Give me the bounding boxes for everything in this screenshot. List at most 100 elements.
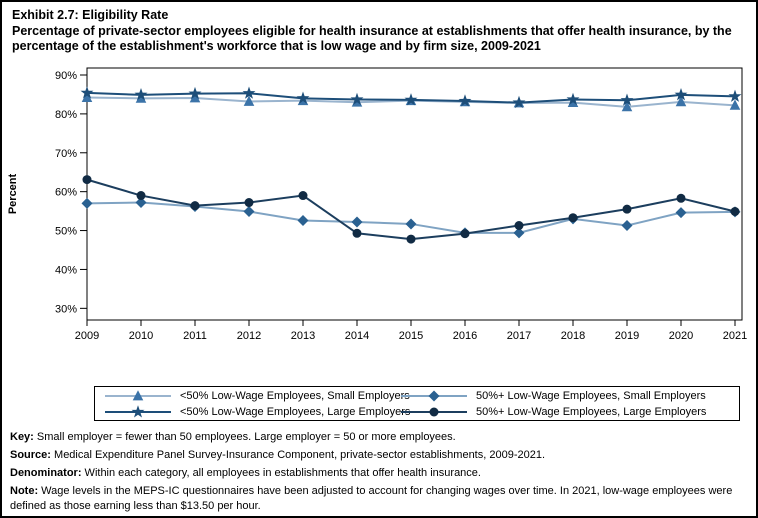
x-tick-label: 2020: [669, 330, 693, 342]
legend-item-ge50-large: 50%+ Low-Wage Employees, Large Employers: [399, 404, 739, 419]
triangle-data-marker: [729, 99, 741, 110]
note-source-label: Source:: [10, 449, 51, 461]
diamond-data-marker: [621, 220, 633, 231]
circle-data-marker: [676, 193, 686, 203]
triangle-marker-icon: [105, 389, 171, 400]
x-tick-label: 2009: [75, 330, 99, 342]
diamond-data-marker: [405, 218, 417, 230]
star-data-marker: [134, 88, 148, 101]
x-tick-label: 2016: [453, 330, 477, 342]
diamond-data-marker: [351, 216, 363, 228]
diamond-data-marker: [243, 206, 255, 217]
x-tick-label: 2017: [507, 330, 531, 342]
circle-data-marker: [429, 407, 439, 416]
diamond-data-marker: [297, 214, 309, 226]
x-tick-label: 2014: [345, 330, 369, 342]
circle-data-marker: [352, 228, 362, 238]
circle-data-marker: [730, 207, 740, 216]
note-denominator-text: Within each category, all employees in e…: [81, 467, 481, 479]
exhibit-subtitle: Percentage of private-sector employees e…: [12, 23, 732, 54]
x-tick-label: 2018: [561, 330, 585, 342]
x-tick-label: 2021: [723, 330, 747, 342]
legend-label: 50%+ Low-Wage Employees, Small Employers: [476, 389, 706, 402]
star-data-marker: [458, 94, 472, 107]
circle-data-marker: [190, 201, 200, 211]
star-data-marker: [620, 93, 634, 106]
y-tick-label: 60%: [55, 187, 77, 199]
triangle-data-marker: [243, 95, 255, 106]
circle-data-marker: [136, 191, 146, 201]
note-key: Key: Small employer = fewer than 50 empl…: [10, 430, 754, 445]
note-denominator: Denominator: Within each category, all e…: [10, 466, 754, 481]
star-data-marker: [242, 86, 256, 99]
circle-data-marker: [82, 175, 92, 185]
star-data-marker: [728, 89, 742, 102]
triangle-data-marker: [135, 92, 147, 103]
star-data-marker: [350, 92, 364, 105]
legend-item-lt50-large: <50% Low-Wage Employees, Large Employers: [103, 404, 410, 419]
x-tick-label: 2019: [615, 330, 639, 342]
exhibit-title: Exhibit 2.7: Eligibility Rate: [12, 8, 169, 22]
diamond-data-marker: [81, 197, 93, 209]
note-note: Note: Wage levels in the MEPS-IC questio…: [10, 484, 754, 514]
y-axis-title: Percent: [7, 173, 19, 214]
circle-data-marker: [244, 198, 254, 208]
y-tick-label: 40%: [55, 264, 77, 276]
legend-label: <50% Low-Wage Employees, Large Employers: [180, 405, 411, 418]
circle-data-marker: [460, 229, 470, 239]
note-key-label: Key:: [10, 431, 34, 443]
note-note-text: Wage levels in the MEPS-IC questionnaire…: [10, 485, 733, 512]
star-data-marker: [131, 404, 145, 417]
x-tick-label: 2013: [291, 330, 315, 342]
star-data-marker: [674, 88, 688, 101]
diamond-data-marker: [135, 197, 147, 209]
y-tick-label: 90%: [55, 70, 77, 82]
legend-label: <50% Low-Wage Employees, Small Employers: [180, 389, 410, 402]
chart-legend: <50% Low-Wage Employees, Small Employers…: [94, 386, 740, 421]
title-block: Exhibit 2.7: Eligibility Rate Percentage…: [12, 8, 754, 55]
diamond-data-marker: [513, 227, 525, 239]
triangle-data-marker: [189, 92, 201, 103]
circle-data-marker: [622, 204, 632, 214]
circle-data-marker: [568, 213, 578, 223]
series-line-circle: [86, 178, 736, 241]
note-note-label: Note:: [10, 485, 39, 497]
line-chart-canvas: 30% 40% 50% 60% 70% 80% 90% 2009 2010 2011 2012 201…: [7, 67, 747, 342]
plot-frame: [86, 67, 743, 321]
y-tick-label: 70%: [55, 148, 77, 160]
note-denominator-label: Denominator:: [10, 467, 82, 479]
star-data-marker: [80, 86, 94, 99]
circle-data-marker: [406, 234, 416, 244]
legend-item-lt50-small: <50% Low-Wage Employees, Small Employers: [103, 388, 410, 403]
y-tick-label: 50%: [55, 226, 77, 238]
triangle-data-marker: [132, 389, 144, 400]
x-tick-label: 2011: [183, 330, 207, 342]
legend-label: 50%+ Low-Wage Employees, Large Employers: [476, 405, 707, 418]
star-data-marker: [404, 93, 418, 106]
x-tick-label: 2010: [129, 330, 153, 342]
star-data-marker: [188, 86, 202, 100]
diamond-data-marker: [675, 207, 687, 219]
legend-item-ge50-small: 50%+ Low-Wage Employees, Small Employers: [399, 388, 739, 403]
circle-data-marker: [514, 221, 524, 230]
circle-marker-icon: [401, 407, 467, 416]
circle-data-marker: [298, 191, 308, 201]
triangle-data-marker: [675, 96, 687, 107]
diamond-data-marker: [428, 390, 440, 401]
note-source: Source: Medical Expenditure Panel Survey…: [10, 448, 754, 463]
note-source-text: Medical Expenditure Panel Survey-Insuran…: [50, 449, 546, 461]
x-tick-label: 2012: [237, 330, 261, 342]
diamond-marker-icon: [401, 390, 467, 401]
y-tick-label: 30%: [55, 303, 77, 315]
x-tick-label: 2015: [399, 330, 423, 342]
triangle-data-marker: [81, 91, 93, 102]
star-marker-icon: [105, 404, 171, 417]
star-data-marker: [296, 91, 310, 104]
triangle-data-marker: [621, 101, 633, 112]
star-data-marker: [566, 92, 580, 105]
y-tick-label: 80%: [55, 109, 77, 121]
footnotes: Key: Small employer = fewer than 50 empl…: [10, 430, 754, 516]
star-data-marker: [512, 95, 526, 109]
note-key-text: Small employer = fewer than 50 employees…: [33, 431, 456, 443]
